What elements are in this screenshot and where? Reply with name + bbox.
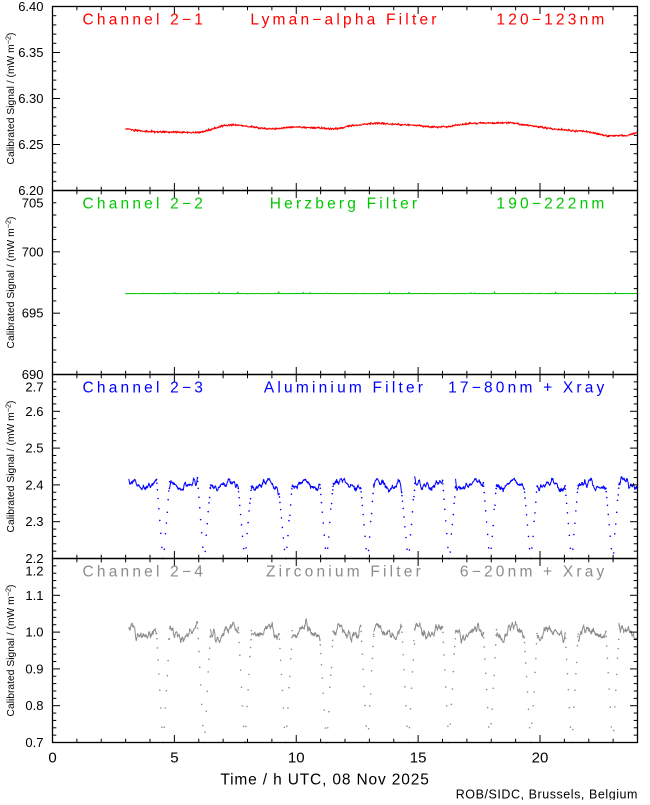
svg-text:ROB/SIDC, Brussels, Belgium: ROB/SIDC, Brussels, Belgium	[456, 788, 638, 801]
svg-text:Calibrated Signal / (mW m−2): Calibrated Signal / (mW m−2)	[4, 585, 18, 717]
svg-text:6.30: 6.30	[18, 91, 43, 106]
svg-text:Calibrated Signal / (mW m−2): Calibrated Signal / (mW m−2)	[4, 217, 18, 349]
svg-text:0.8: 0.8	[25, 698, 43, 713]
svg-text:5: 5	[170, 750, 178, 767]
svg-text:6.40: 6.40	[18, 0, 43, 14]
svg-text:Channel 2−4: Channel 2−4	[83, 564, 207, 581]
svg-text:6−20nm + Xray: 6−20nm + Xray	[460, 564, 608, 581]
svg-text:1.2: 1.2	[25, 564, 43, 579]
svg-text:Herzberg Filter: Herzberg Filter	[270, 196, 421, 213]
svg-text:705: 705	[22, 196, 44, 211]
svg-text:17−80nm + Xray: 17−80nm + Xray	[448, 380, 607, 397]
svg-text:Zirconium Filter: Zirconium Filter	[266, 564, 424, 581]
svg-text:10: 10	[288, 750, 305, 767]
svg-text:2.4: 2.4	[25, 477, 43, 492]
svg-text:0: 0	[48, 750, 56, 767]
svg-text:6.25: 6.25	[18, 137, 43, 152]
svg-text:2.3: 2.3	[25, 514, 43, 529]
svg-text:2.6: 2.6	[25, 404, 43, 419]
svg-text:1.0: 1.0	[25, 625, 43, 640]
svg-text:Calibrated Signal / (mW m−2): Calibrated Signal / (mW m−2)	[4, 33, 18, 165]
svg-text:Lyman−alpha Filter: Lyman−alpha Filter	[250, 12, 439, 29]
svg-text:Channel 2−2: Channel 2−2	[83, 196, 207, 213]
svg-text:2.5: 2.5	[25, 441, 43, 456]
svg-text:700: 700	[22, 244, 44, 259]
svg-text:20: 20	[532, 750, 549, 767]
svg-text:0.9: 0.9	[25, 661, 43, 676]
svg-text:6.35: 6.35	[18, 45, 43, 60]
svg-text:1.1: 1.1	[25, 588, 43, 603]
svg-text:2.7: 2.7	[25, 380, 43, 395]
svg-text:Calibrated Signal / (mW m−2): Calibrated Signal / (mW m−2)	[4, 401, 18, 533]
svg-text:Channel 2−3: Channel 2−3	[83, 380, 207, 397]
svg-text:0.7: 0.7	[25, 735, 43, 750]
svg-text:Time / h UTC, 08 Nov 2025: Time / h UTC, 08 Nov 2025	[220, 772, 429, 789]
svg-text:120−123nm: 120−123nm	[496, 12, 607, 29]
svg-text:Channel 2−1: Channel 2−1	[83, 12, 207, 29]
svg-text:695: 695	[22, 306, 44, 321]
svg-text:190−222nm: 190−222nm	[496, 196, 607, 213]
svg-text:15: 15	[410, 750, 427, 767]
svg-text:Aluminium Filter: Aluminium Filter	[264, 380, 426, 397]
